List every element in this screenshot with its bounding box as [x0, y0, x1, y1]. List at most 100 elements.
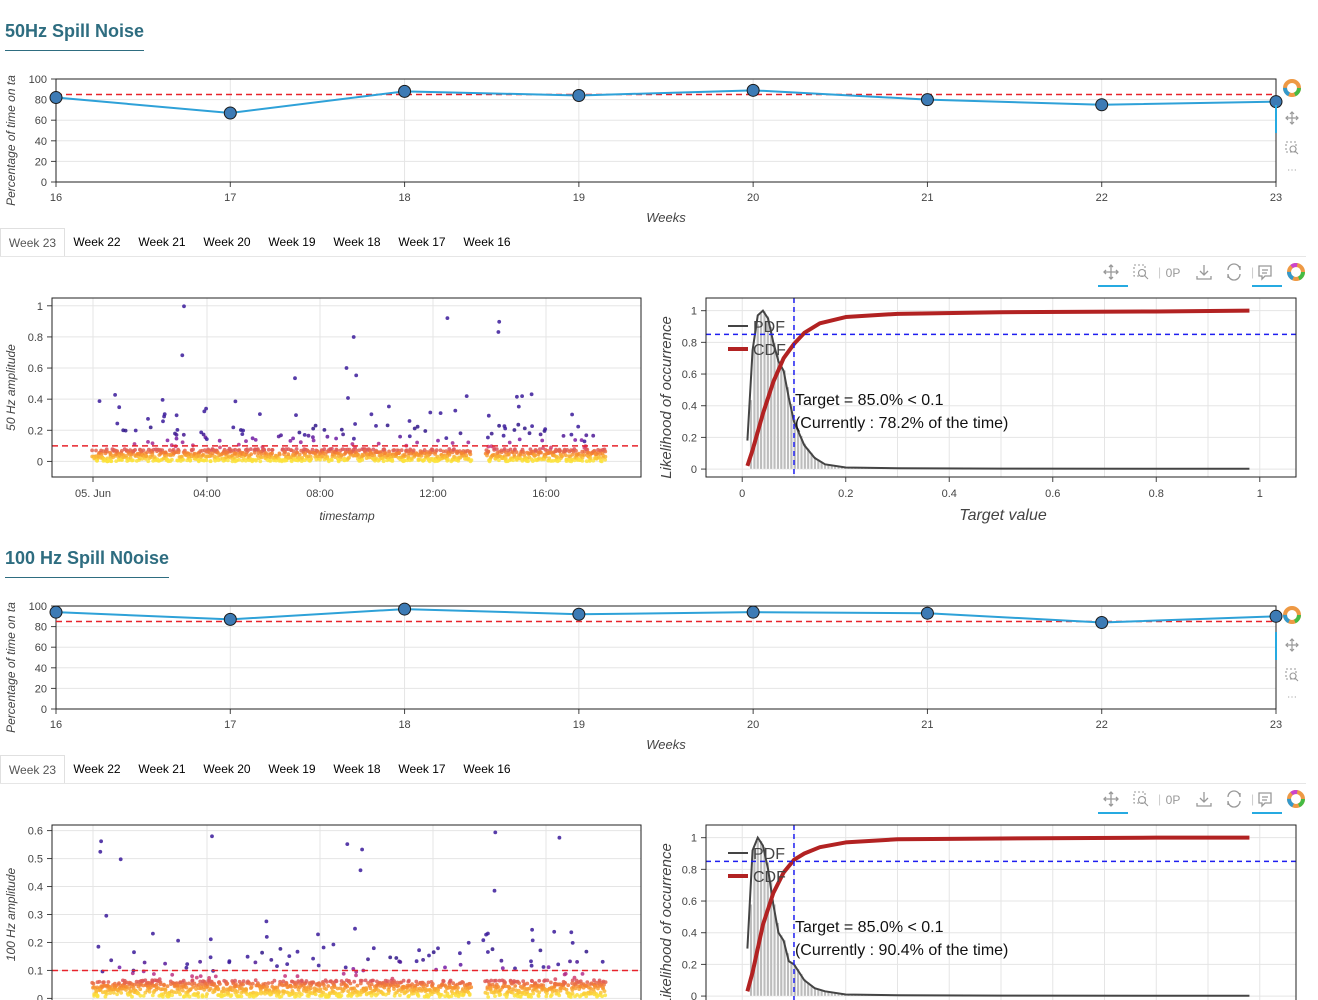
bokeh-logo-icon[interactable]: [1283, 606, 1301, 624]
tab-week-22[interactable]: Week 22: [73, 235, 121, 249]
y-axis-label: 50 Hz amplitude: [4, 344, 18, 431]
tab-week-21[interactable]: Week 21: [138, 235, 186, 249]
scatter-point: [371, 946, 376, 951]
tab-week-17[interactable]: Week 17: [398, 762, 446, 776]
tab-week-16[interactable]: Week 16: [463, 762, 511, 776]
scatter-point: [425, 983, 429, 988]
scatter-point: [176, 450, 181, 455]
pan-icon[interactable]: [1103, 791, 1119, 807]
scatter-point: [492, 888, 497, 893]
pan-icon[interactable]: [1285, 111, 1299, 125]
scatter-point: [295, 974, 300, 979]
scatter-point: [283, 450, 287, 454]
scatter-point: [557, 835, 562, 840]
scatter-point: [124, 980, 129, 985]
histogram-bin: [789, 403, 793, 470]
wheel-zoom-icon[interactable]: 0P: [1166, 266, 1181, 280]
more-tools-icon[interactable]: ⋯: [1287, 692, 1297, 703]
tab-week-18[interactable]: Week 18: [333, 235, 381, 249]
x-tick-label: 17: [224, 719, 236, 731]
scatter-point: [453, 408, 458, 413]
scatter-point: [466, 940, 471, 945]
y-axis-label: Likelihood of occurrence: [658, 316, 675, 479]
tab-week-22[interactable]: Week 22: [73, 762, 121, 776]
x-tick-label: 18: [398, 719, 410, 731]
scatter-point: [212, 989, 217, 994]
histogram-bin: [759, 313, 763, 470]
bokeh-logo-icon[interactable]: [1287, 263, 1305, 281]
scatter-point: [322, 983, 326, 987]
scatter-point: [299, 992, 304, 997]
more-tools-icon[interactable]: ⋯: [1287, 165, 1297, 176]
tab-week-18[interactable]: Week 18: [333, 762, 381, 776]
tab-week-17[interactable]: Week 17: [398, 235, 446, 249]
scatter-point: [99, 839, 103, 844]
y-tick-label: 0.4: [28, 394, 43, 406]
x-tick-label: 0.2: [838, 488, 853, 500]
tab-week-20[interactable]: Week 20: [203, 762, 251, 776]
scatter-point: [325, 434, 330, 439]
hover-icon[interactable]: [1258, 265, 1272, 281]
scatter-point: [603, 449, 608, 454]
scatter-point: [265, 984, 269, 989]
tab-week-16[interactable]: Week 16: [463, 235, 511, 249]
data-point: [49, 91, 63, 105]
tab-week-23[interactable]: Week 23: [0, 228, 65, 256]
tab-week-23[interactable]: Week 23: [0, 755, 65, 783]
scatter-point: [226, 458, 230, 463]
pan-icon[interactable]: [1103, 264, 1119, 280]
box-zoom-icon[interactable]: [1133, 791, 1149, 807]
scatter-point: [174, 413, 179, 418]
scatter-point: [570, 988, 575, 992]
scatter-point: [570, 412, 574, 417]
box-zoom-icon[interactable]: [1285, 141, 1299, 155]
pan-icon[interactable]: [1285, 638, 1299, 652]
scatter-point: [452, 447, 456, 451]
scatter-point: [490, 947, 495, 952]
save-icon[interactable]: [1196, 792, 1212, 807]
histogram-bin: [756, 840, 760, 997]
scatter-point: [244, 439, 248, 443]
scatter-point: [596, 986, 600, 991]
scatter-point: [131, 458, 135, 463]
scatter-point: [569, 930, 574, 935]
scatter-point: [208, 937, 213, 942]
y-tick-label: 0.4: [682, 401, 697, 413]
scatter-point: [309, 986, 313, 991]
data-point: [572, 88, 586, 102]
data-point: [920, 93, 934, 107]
box-zoom-icon[interactable]: [1133, 264, 1149, 280]
scatter-point: [560, 454, 564, 459]
tab-week-20[interactable]: Week 20: [203, 235, 251, 249]
tab-week-19[interactable]: Week 19: [268, 762, 316, 776]
tab-week-21[interactable]: Week 21: [138, 762, 186, 776]
scatter-point: [288, 439, 293, 443]
scatter-point: [202, 409, 207, 414]
box-zoom-icon[interactable]: [1285, 668, 1299, 682]
scatter-point: [97, 399, 102, 403]
scatter-point: [291, 436, 295, 441]
scatter-point: [587, 459, 592, 463]
bokeh-logo-icon[interactable]: [1287, 790, 1305, 808]
scatter-point: [210, 451, 215, 456]
legend-pdf-label: PDF: [753, 319, 785, 336]
scatter-point: [569, 432, 574, 437]
scatter-point: [575, 960, 579, 964]
plot-toolbar-50hz: | 0P |: [1096, 258, 1312, 288]
hover-icon[interactable]: [1258, 792, 1272, 808]
wheel-zoom-icon[interactable]: 0P: [1166, 793, 1181, 807]
save-icon[interactable]: [1196, 265, 1212, 280]
scatter-point: [564, 987, 569, 992]
bokeh-logo-icon[interactable]: [1283, 79, 1301, 97]
scatter-point: [497, 978, 502, 983]
scatter-point: [297, 452, 302, 457]
scatter-point: [594, 980, 598, 985]
scatter-point: [568, 959, 572, 964]
y-tick-label: 0.2: [28, 425, 43, 437]
reset-icon[interactable]: [1227, 263, 1241, 281]
scatter-point: [250, 436, 255, 441]
scatter-point: [353, 926, 357, 931]
scatter-point: [466, 456, 471, 461]
tab-week-19[interactable]: Week 19: [268, 235, 316, 249]
reset-icon[interactable]: [1227, 790, 1241, 808]
